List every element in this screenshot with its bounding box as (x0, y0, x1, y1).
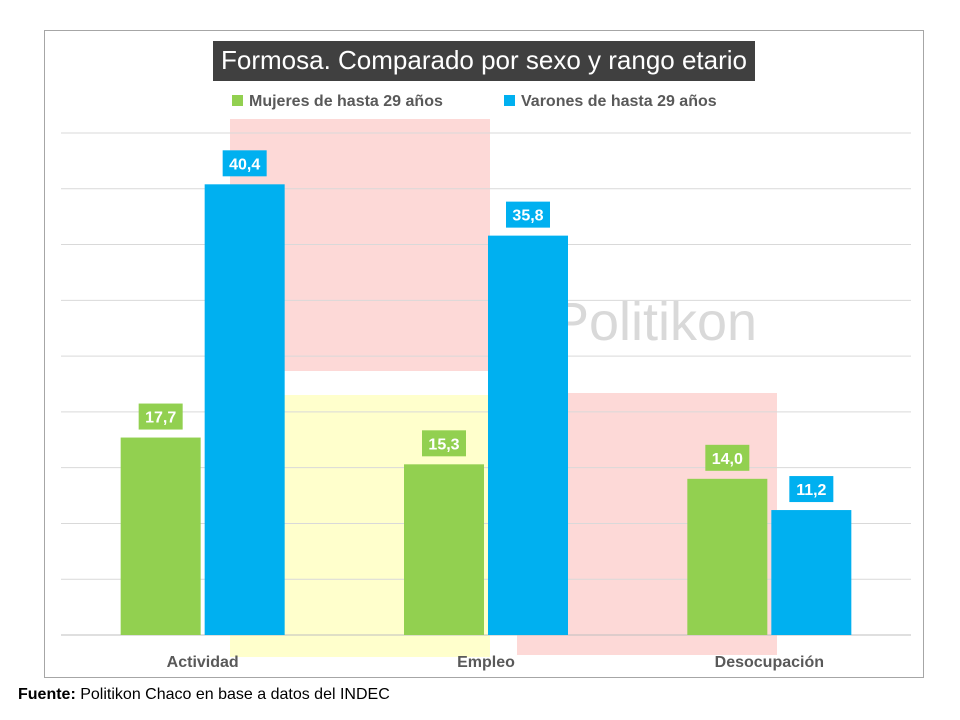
bar-chart: Politikon Mujeres de hasta 29 años Varones… (61, 93, 911, 671)
bar (404, 464, 484, 635)
legend: Mujeres de hasta 29 años Varones de hasta… (232, 93, 717, 110)
legend-label: Mujeres de hasta 29 años (249, 93, 443, 110)
bar (488, 235, 568, 635)
bar (687, 478, 768, 635)
category-label: Desocupación (715, 654, 824, 671)
source-label: Fuente: (18, 686, 76, 703)
category-label: Actividad (167, 654, 239, 671)
data-label-box (789, 476, 834, 503)
legend-swatch (504, 95, 515, 106)
bar (204, 184, 285, 635)
legend-swatch (232, 95, 243, 106)
bar (771, 510, 852, 635)
data-label: 15,3 (428, 436, 459, 453)
data-label: 40,4 (229, 156, 260, 173)
chart-area: Politikon Mujeres de hasta 29 años Varones… (44, 30, 924, 678)
data-label-box (506, 201, 550, 228)
bar (120, 437, 201, 635)
data-label-box (222, 150, 267, 177)
data-label: 35,8 (512, 208, 543, 225)
data-label-box (138, 403, 183, 430)
data-label-box (705, 444, 750, 471)
data-label: 11,2 (796, 482, 826, 499)
data-label: 14,0 (712, 451, 743, 468)
chart-title-box: Formosa. Comparado por sexo y rango etar… (45, 41, 923, 82)
category-label: Empleo (457, 654, 515, 671)
watermark: Politikon (553, 292, 757, 352)
legend-label: Varones de hasta 29 años (521, 93, 717, 110)
chart-title: Formosa. Comparado por sexo y rango etar… (212, 41, 756, 82)
source-text: Politikon Chaco en base a datos del INDE… (80, 686, 390, 703)
data-label: 17,7 (145, 410, 176, 427)
data-label-box (422, 430, 466, 457)
source-note: Fuente: Politikon Chaco en base a datos … (18, 686, 390, 704)
